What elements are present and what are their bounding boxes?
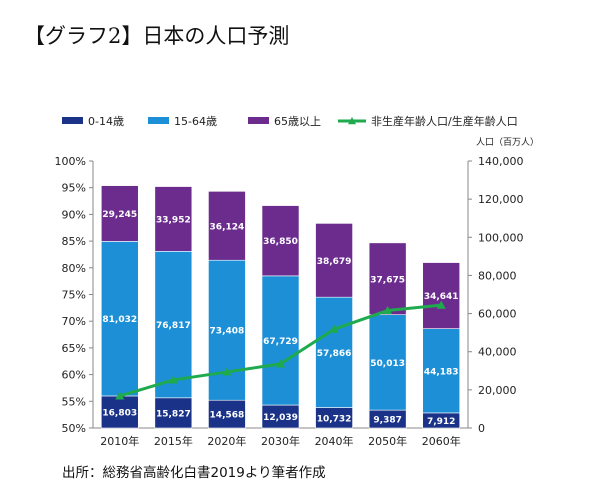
right-tick-label: 40,000	[478, 346, 517, 359]
legend-item-ratio: 非生産年齢人口/生産年齢人口	[338, 114, 518, 128]
right-tick-label: 0	[478, 422, 485, 435]
left-tick-label: 95%	[62, 182, 86, 195]
right-tick-label: 140,000	[478, 155, 524, 168]
source-note: 出所：総務省高齢化白書2019より筆者作成	[62, 465, 326, 481]
bar-value-label: 9,387	[373, 416, 401, 426]
right-tick-label: 80,000	[478, 269, 517, 282]
x-tick-label: 2015年	[154, 434, 193, 448]
legend-swatch	[62, 117, 83, 124]
ratio-line-point	[276, 359, 285, 368]
legend-swatch	[248, 117, 269, 124]
ratio-line-layer	[115, 300, 446, 400]
bar-segment-15-64	[315, 296, 353, 408]
legend-label: 15-64歳	[174, 115, 217, 128]
bar-value-label: 10,732	[317, 414, 352, 424]
legend-label: 0-14歳	[88, 115, 124, 128]
left-tick-label: 70%	[62, 315, 86, 328]
x-tick-label: 2030年	[261, 434, 300, 448]
ratio-line-point	[329, 324, 339, 333]
bar-segment-65-plus	[208, 191, 246, 261]
legend-item-0-14: 0-14歳	[62, 115, 124, 128]
ratio-line-point	[436, 300, 446, 309]
bar-segment-15-64	[154, 251, 193, 399]
x-tick-label: 2040年	[315, 434, 354, 448]
right-tick-label: 20,000	[478, 384, 517, 397]
bar-segment-15-64	[100, 241, 139, 397]
bar-segment-65-plus	[368, 242, 407, 316]
bar-value-label: 76,817	[156, 321, 191, 331]
right-tick-label: 120,000	[478, 193, 524, 206]
bar-value-label: 81,032	[102, 315, 137, 325]
left-tick-label: 55%	[62, 395, 86, 408]
chart-legend: 0-14歳 15-64歳 65歳以上 非生産年齢人口/生産年齢人口	[62, 114, 518, 128]
bar-segment-0-14	[100, 395, 139, 429]
bar-value-label: 67,729	[263, 337, 298, 347]
bar-value-label: 73,408	[210, 327, 245, 337]
left-tick-label: 50%	[62, 422, 86, 435]
left-tick-label: 85%	[62, 235, 86, 248]
right-axis-label: 人口（百万人）	[476, 137, 539, 148]
bar-value-label: 14,568	[210, 411, 245, 421]
legend-label: 65歳以上	[274, 115, 321, 128]
legend-item-65-plus: 65歳以上	[248, 115, 321, 128]
bar-segment-65-plus	[422, 262, 461, 329]
bar-segment-65-plus	[100, 185, 139, 242]
legend-label: 非生産年齢人口/生産年齢人口	[371, 114, 518, 128]
left-tick-label: 65%	[62, 342, 86, 355]
x-tick-label: 2060年	[422, 434, 461, 448]
bar-value-label: 57,866	[317, 349, 352, 359]
bar-value-label: 36,850	[263, 237, 298, 247]
bar-value-label: 7,912	[427, 417, 455, 427]
ratio-line-point	[222, 367, 232, 376]
bar-value-label: 34,641	[424, 292, 459, 302]
ratio-line-point	[168, 375, 178, 384]
right-tick-label: 60,000	[478, 308, 517, 321]
bar-segment-65-plus	[261, 205, 300, 277]
bar-segment-15-64	[208, 259, 246, 401]
bar-value-label: 33,952	[156, 215, 191, 225]
bar-value-label: 44,183	[424, 367, 459, 377]
bar-segment-15-64	[422, 328, 461, 414]
chart-axes: 50% 55% 60% 65% 70% 75% 80% 85% 90% 95% 100% 0 20,00…	[55, 137, 539, 448]
x-tick-label: 2050年	[368, 434, 407, 448]
chart-title: 【グラフ2】日本の人口予測	[24, 24, 290, 48]
bar-segment-0-14	[208, 399, 246, 429]
bar-value-label: 15,827	[156, 409, 191, 419]
bar-value-label: 12,039	[263, 413, 298, 423]
chart-bars: 16,803 81,032 29,245 15,827 76,817 33,952 14,5…	[100, 185, 461, 429]
bar-segment-15-64	[261, 275, 300, 406]
left-tick-label: 75%	[62, 289, 86, 302]
x-tick-label: 2020年	[207, 434, 246, 448]
left-tick-label: 90%	[62, 208, 86, 221]
ratio-line-point	[115, 391, 125, 400]
bar-value-label: 37,675	[370, 275, 405, 285]
bar-value-label: 50,013	[370, 359, 405, 369]
bar-segment-0-14	[154, 397, 193, 429]
legend-line-marker	[348, 117, 356, 125]
x-tick-label: 2010年	[100, 434, 139, 448]
bar-value-label: 16,803	[102, 408, 137, 418]
left-tick-label: 80%	[62, 262, 86, 275]
left-tick-label: 100%	[55, 155, 86, 168]
ratio-line-point	[383, 306, 393, 315]
bar-segment-65-plus	[315, 223, 353, 298]
legend-item-15-64: 15-64歳	[148, 115, 217, 128]
left-tick-label: 60%	[62, 369, 86, 382]
legend-swatch	[148, 117, 169, 124]
bar-value-label: 29,245	[102, 210, 137, 220]
bar-value-label: 38,679	[317, 257, 352, 267]
bar-value-label: 36,124	[210, 222, 245, 232]
right-tick-label: 100,000	[478, 231, 524, 244]
bar-segment-65-plus	[154, 186, 193, 252]
